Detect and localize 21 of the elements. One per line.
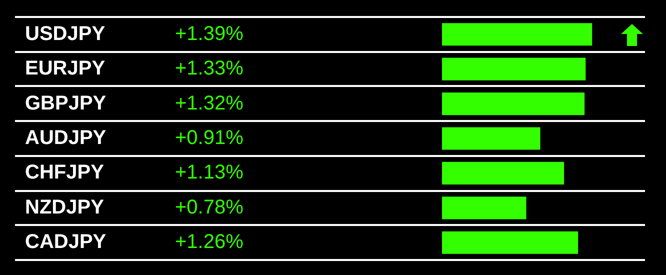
bar: [442, 23, 592, 46]
y-tick-label: AUDJPY: [25, 127, 107, 150]
bar: [442, 196, 526, 220]
data-label: +1.26%: [175, 231, 244, 254]
y-tick-label: EURJPY: [25, 58, 106, 80]
y-tick-label: CADJPY: [25, 231, 107, 254]
data-label: +0.78%: [175, 196, 244, 218]
y-tick-label: GBPJPY: [25, 92, 107, 114]
y-tick-label: NZDJPY: [25, 196, 105, 218]
data-label: +0.91%: [175, 127, 244, 150]
bar: [442, 92, 585, 116]
data-label: +1.33%: [175, 58, 244, 80]
y-tick-label: CHFJPY: [25, 162, 105, 184]
y-tick-label: USDJPY: [25, 22, 106, 45]
bar: [442, 127, 540, 150]
data-label: +1.13%: [175, 162, 244, 184]
bar: [442, 162, 564, 184]
bar: [442, 231, 578, 254]
data-label: +1.39%: [175, 22, 244, 45]
bar: [442, 58, 586, 80]
data-label: +1.32%: [175, 92, 244, 114]
